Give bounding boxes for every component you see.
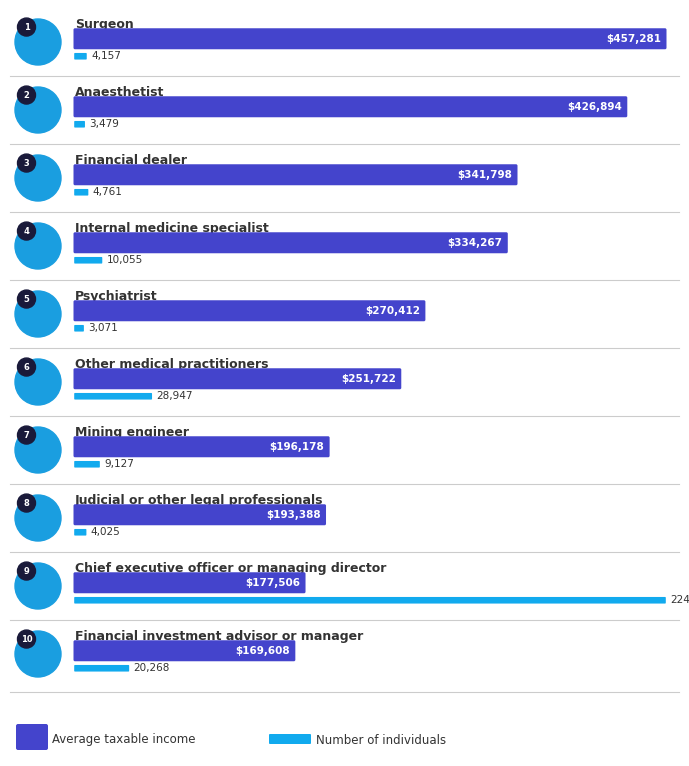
Text: Internal medicine specialist: Internal medicine specialist xyxy=(75,221,269,234)
Circle shape xyxy=(15,87,61,133)
FancyBboxPatch shape xyxy=(74,53,87,60)
Text: Chief executive officer or managing director: Chief executive officer or managing dire… xyxy=(75,561,387,574)
Text: $426,894: $426,894 xyxy=(567,102,621,112)
Text: $169,608: $169,608 xyxy=(235,646,290,656)
Text: Financial investment advisor or manager: Financial investment advisor or manager xyxy=(75,630,363,643)
Circle shape xyxy=(17,222,36,240)
FancyBboxPatch shape xyxy=(74,325,84,332)
Text: 4,025: 4,025 xyxy=(90,527,121,537)
Text: 4,157: 4,157 xyxy=(91,51,121,61)
Circle shape xyxy=(17,358,36,376)
Text: 9: 9 xyxy=(23,567,30,575)
Circle shape xyxy=(17,290,36,308)
Text: 6: 6 xyxy=(23,362,30,372)
FancyBboxPatch shape xyxy=(74,121,85,128)
Text: 3: 3 xyxy=(23,159,30,168)
Circle shape xyxy=(17,562,36,580)
Text: 10,055: 10,055 xyxy=(107,255,143,265)
FancyBboxPatch shape xyxy=(16,724,48,750)
Circle shape xyxy=(15,563,61,609)
Text: 7: 7 xyxy=(23,430,30,440)
FancyBboxPatch shape xyxy=(74,232,508,254)
Circle shape xyxy=(15,223,61,269)
FancyBboxPatch shape xyxy=(74,28,666,49)
Text: Mining engineer: Mining engineer xyxy=(75,426,189,438)
Text: 9,127: 9,127 xyxy=(104,460,134,470)
Circle shape xyxy=(15,19,61,65)
Text: $457,281: $457,281 xyxy=(606,34,661,44)
Text: 3,071: 3,071 xyxy=(88,323,118,333)
FancyBboxPatch shape xyxy=(74,300,425,321)
Text: Average taxable income: Average taxable income xyxy=(52,734,196,747)
Circle shape xyxy=(15,427,61,473)
Text: 4,761: 4,761 xyxy=(92,187,123,198)
FancyBboxPatch shape xyxy=(74,97,627,117)
FancyBboxPatch shape xyxy=(74,640,296,661)
FancyBboxPatch shape xyxy=(74,437,329,457)
Text: Psychiatrist: Psychiatrist xyxy=(75,290,158,303)
Text: 10: 10 xyxy=(21,634,32,643)
Text: Number of individuals: Number of individuals xyxy=(316,734,446,747)
Circle shape xyxy=(17,494,36,512)
Circle shape xyxy=(17,630,36,648)
FancyBboxPatch shape xyxy=(74,393,152,400)
Text: $196,178: $196,178 xyxy=(269,442,324,452)
Text: 2: 2 xyxy=(23,90,30,100)
FancyBboxPatch shape xyxy=(74,461,100,467)
Text: $251,722: $251,722 xyxy=(341,374,395,384)
FancyBboxPatch shape xyxy=(269,734,311,744)
Circle shape xyxy=(15,155,61,201)
Text: Judicial or other legal professionals: Judicial or other legal professionals xyxy=(75,493,324,506)
FancyBboxPatch shape xyxy=(74,164,517,185)
Circle shape xyxy=(15,359,61,405)
Text: 224,015: 224,015 xyxy=(670,595,689,605)
FancyBboxPatch shape xyxy=(74,597,666,604)
Text: Anaesthetist: Anaesthetist xyxy=(75,86,165,99)
Text: $177,506: $177,506 xyxy=(245,578,300,588)
FancyBboxPatch shape xyxy=(74,529,86,535)
Text: 8: 8 xyxy=(23,499,30,508)
FancyBboxPatch shape xyxy=(74,368,401,389)
Circle shape xyxy=(17,18,36,36)
Text: $334,267: $334,267 xyxy=(447,237,502,247)
Text: 1: 1 xyxy=(23,22,30,31)
Text: 4: 4 xyxy=(23,227,30,236)
Text: Surgeon: Surgeon xyxy=(75,18,134,31)
Text: 5: 5 xyxy=(23,295,30,303)
FancyBboxPatch shape xyxy=(74,572,305,593)
FancyBboxPatch shape xyxy=(74,189,88,195)
Text: $193,388: $193,388 xyxy=(266,509,320,520)
Text: $341,798: $341,798 xyxy=(457,170,512,180)
Circle shape xyxy=(17,426,36,444)
Circle shape xyxy=(17,86,36,104)
Text: Financial dealer: Financial dealer xyxy=(75,153,187,166)
Circle shape xyxy=(15,495,61,541)
Circle shape xyxy=(15,631,61,677)
Text: 3,479: 3,479 xyxy=(89,119,119,129)
Text: 20,268: 20,268 xyxy=(134,663,169,673)
Text: Other medical practitioners: Other medical practitioners xyxy=(75,358,269,371)
FancyBboxPatch shape xyxy=(74,504,326,525)
FancyBboxPatch shape xyxy=(74,665,129,672)
FancyBboxPatch shape xyxy=(74,257,102,264)
Text: $270,412: $270,412 xyxy=(365,306,420,316)
Circle shape xyxy=(17,154,36,172)
Text: 28,947: 28,947 xyxy=(156,391,193,401)
Circle shape xyxy=(15,291,61,337)
